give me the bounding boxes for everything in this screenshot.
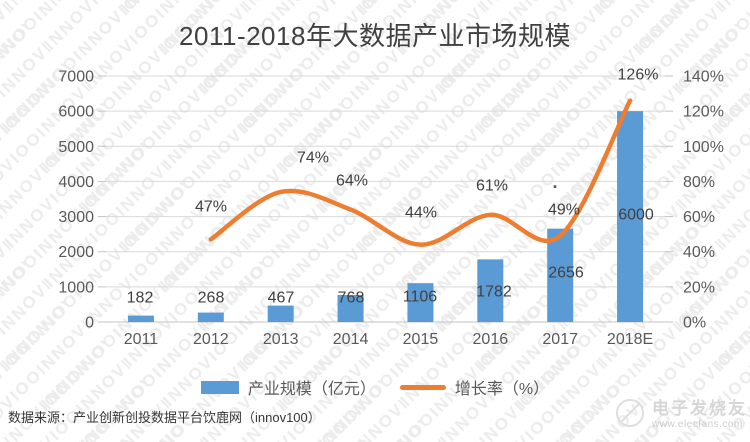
bar-value-label: 182: [127, 290, 154, 307]
right-axis-tick-label: 20%: [683, 279, 715, 296]
bar-value-label: 1782: [476, 284, 512, 301]
bar-value-label: 6000: [618, 207, 654, 224]
right-axis-tick-label: 0%: [683, 315, 706, 332]
left-axis-tick-label: 3000: [58, 209, 94, 226]
legend-label-bar-series: 产业规模（亿元）: [247, 381, 376, 398]
x-axis-category-label: 2017: [542, 331, 578, 348]
right-axis-tick-label: 140%: [683, 69, 724, 86]
left-axis-tick-label: 5000: [58, 139, 94, 156]
bar-2014: [337, 295, 364, 322]
left-axis-tick-label: 6000: [58, 104, 94, 121]
line-value-label: 44%: [405, 205, 437, 222]
left-axis-tick-label: 1000: [58, 279, 94, 296]
chart-title: 2011-2018年大数据产业市场规模: [179, 21, 571, 51]
line-value-label: 47%: [195, 199, 227, 216]
right-axis-tick-label: 120%: [683, 104, 724, 121]
x-axis-category-label: 2018E: [607, 331, 653, 348]
elecfans-watermark: 电子发烧友 www.elecfans.com: [616, 389, 747, 435]
right-axis-tick-label: 40%: [683, 244, 715, 261]
bar-value-label: 467: [268, 290, 295, 307]
bar-2012: [197, 312, 224, 322]
chart-legend: 产业规模（亿元） 增长率（%）: [0, 375, 750, 399]
left-axis-tick-label: 0: [85, 315, 94, 332]
x-axis-category-label: 2013: [263, 331, 299, 348]
bar-2017: [547, 228, 574, 322]
x-axis-category-label: 2015: [403, 331, 439, 348]
left-axis-tick-label: 4000: [58, 174, 94, 191]
bar-value-label: 268: [198, 290, 225, 307]
right-axis-tick-label: 60%: [683, 209, 715, 226]
bar-2018E: [617, 111, 644, 323]
right-axis-tick-label: 100%: [683, 139, 724, 156]
elecfans-name: 电子发烧友: [652, 399, 747, 418]
left-axis-tick-label: 2000: [58, 244, 94, 261]
bar-2013: [267, 305, 294, 322]
legend-item-bar-series: 产业规模（亿元）: [200, 375, 376, 399]
elecfans-url: www.elecfans.com: [652, 419, 743, 430]
source-note: 数据来源：产业创新创投数据平台饮鹿网（innov100）: [8, 410, 321, 425]
x-axis-category-label: 2016: [473, 331, 509, 348]
line-value-label: 49%: [548, 202, 580, 219]
right-axis-tick-label: 80%: [683, 174, 715, 191]
bar-series-swatch-icon: [200, 380, 239, 394]
line-value-label: 74%: [297, 150, 329, 167]
legend-label-line-series: 增长率（%）: [454, 381, 550, 398]
line-value-label: 126%: [618, 67, 659, 84]
elecfans-logo-icon: [616, 399, 644, 427]
dot-annotation: .: [552, 172, 557, 192]
line-value-label: 61%: [476, 178, 508, 195]
x-axis-category-label: 2012: [193, 331, 229, 348]
growth-rate-line: [208, 98, 633, 247]
bar-2015: [407, 283, 434, 322]
line-series-swatch-icon: [399, 384, 446, 390]
x-axis-category-label: 2014: [333, 331, 369, 348]
bar-value-label: 2656: [548, 265, 584, 282]
legend-item-line-series: 增长率（%）: [399, 375, 550, 399]
bar-2016: [477, 259, 504, 322]
elecfans-text: 电子发烧友 www.elecfans.com: [652, 394, 747, 430]
x-axis-category-label: 2011: [124, 331, 159, 348]
bar-value-label: 1106: [403, 289, 438, 306]
line-value-label: 64%: [336, 173, 368, 190]
left-axis-tick-label: 7000: [58, 69, 94, 86]
bar-value-label: 768: [338, 290, 365, 307]
bar-2011: [127, 315, 154, 322]
